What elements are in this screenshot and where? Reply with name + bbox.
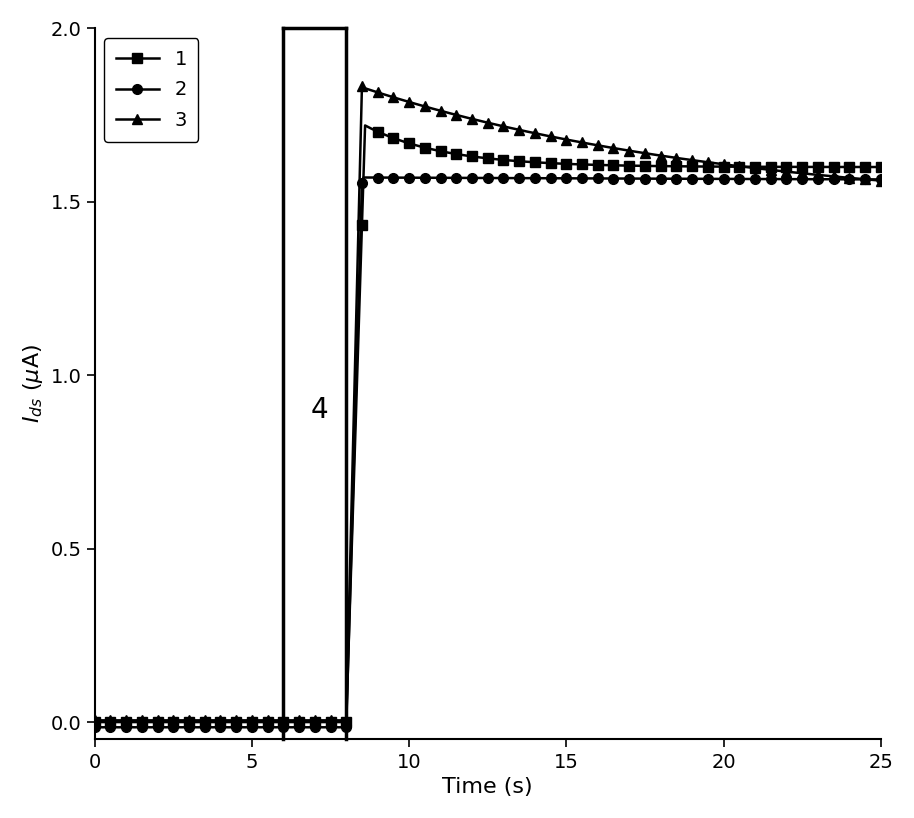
- 2: [325, 722, 336, 732]
- 3: [325, 716, 336, 726]
- 1: [623, 160, 634, 170]
- X-axis label: Time (s): Time (s): [442, 777, 533, 798]
- 1: [876, 162, 887, 172]
- 2: [372, 173, 383, 182]
- 1: [325, 717, 336, 727]
- 3: [876, 176, 887, 186]
- 2: [90, 722, 101, 732]
- Line: 1: 1: [90, 127, 886, 727]
- 3: [859, 174, 870, 184]
- 2: [859, 174, 870, 184]
- 3: [623, 146, 634, 155]
- 3: [90, 716, 101, 726]
- 2: [262, 722, 273, 732]
- 2: [341, 722, 352, 732]
- 3: [671, 153, 682, 163]
- 1: [671, 161, 682, 171]
- Line: 3: 3: [90, 81, 886, 726]
- 2: [876, 174, 887, 184]
- 3: [262, 716, 273, 726]
- Y-axis label: $I_{ds}$ ($\mu$A): $I_{ds}$ ($\mu$A): [21, 344, 45, 424]
- 3: [341, 716, 352, 726]
- Text: 4: 4: [311, 396, 328, 424]
- 1: [372, 127, 383, 137]
- 1: [341, 717, 352, 727]
- 3: [356, 81, 367, 91]
- Legend: 1, 2, 3: 1, 2, 3: [104, 38, 198, 142]
- 1: [859, 162, 870, 172]
- Line: 2: 2: [90, 173, 886, 732]
- 1: [262, 717, 273, 727]
- 2: [671, 174, 682, 184]
- 1: [90, 717, 101, 727]
- 2: [623, 173, 634, 183]
